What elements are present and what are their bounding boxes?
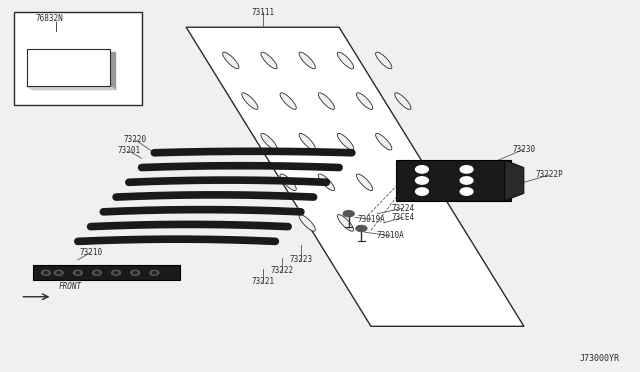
Text: FRONT: FRONT: [59, 282, 82, 291]
Circle shape: [415, 166, 428, 173]
Text: 73010A: 73010A: [376, 231, 404, 240]
Circle shape: [95, 272, 99, 274]
Polygon shape: [395, 93, 411, 109]
Polygon shape: [223, 52, 239, 69]
Polygon shape: [396, 160, 511, 201]
Text: 73221: 73221: [251, 278, 274, 286]
Polygon shape: [299, 215, 316, 231]
Polygon shape: [356, 93, 372, 109]
Polygon shape: [337, 215, 353, 231]
Polygon shape: [280, 93, 296, 109]
Circle shape: [356, 225, 367, 232]
Text: 73222P: 73222P: [536, 170, 563, 179]
Polygon shape: [186, 27, 524, 326]
Text: 73111: 73111: [251, 8, 274, 17]
Polygon shape: [318, 174, 335, 190]
Polygon shape: [356, 174, 372, 190]
Circle shape: [54, 270, 63, 275]
Polygon shape: [27, 49, 109, 86]
Text: 73019A: 73019A: [357, 215, 385, 224]
Circle shape: [460, 188, 473, 195]
Circle shape: [460, 166, 473, 173]
Circle shape: [114, 272, 118, 274]
Text: 73CE4: 73CE4: [391, 213, 415, 222]
Polygon shape: [299, 134, 316, 150]
Text: 73220: 73220: [124, 135, 147, 144]
Circle shape: [152, 272, 156, 274]
Circle shape: [133, 272, 137, 274]
Polygon shape: [280, 174, 296, 190]
Polygon shape: [33, 265, 180, 280]
Circle shape: [74, 270, 83, 275]
Polygon shape: [376, 134, 392, 150]
Polygon shape: [32, 52, 115, 89]
Polygon shape: [376, 52, 392, 69]
Polygon shape: [261, 52, 277, 69]
Polygon shape: [27, 86, 115, 89]
Text: 73223: 73223: [289, 255, 312, 264]
Polygon shape: [299, 52, 316, 69]
Circle shape: [415, 188, 428, 195]
Circle shape: [460, 177, 473, 184]
Text: 73222: 73222: [270, 266, 293, 275]
Bar: [14, 13, 141, 105]
Circle shape: [42, 270, 51, 275]
Circle shape: [44, 272, 48, 274]
Circle shape: [131, 270, 140, 275]
Circle shape: [415, 177, 428, 184]
Text: 73201: 73201: [117, 147, 140, 155]
Polygon shape: [337, 52, 353, 69]
Text: 76832N: 76832N: [35, 13, 63, 22]
Polygon shape: [261, 134, 277, 150]
Text: J73000YR: J73000YR: [579, 354, 620, 363]
Text: 73210: 73210: [79, 248, 102, 257]
Polygon shape: [505, 160, 524, 201]
Polygon shape: [242, 93, 258, 109]
Circle shape: [93, 270, 101, 275]
Circle shape: [343, 211, 355, 217]
Circle shape: [150, 270, 159, 275]
Polygon shape: [318, 93, 335, 109]
Circle shape: [111, 270, 120, 275]
Polygon shape: [337, 134, 353, 150]
Circle shape: [57, 272, 61, 274]
Text: 73230: 73230: [513, 145, 536, 154]
Text: 73224: 73224: [391, 203, 415, 213]
Circle shape: [76, 272, 80, 274]
